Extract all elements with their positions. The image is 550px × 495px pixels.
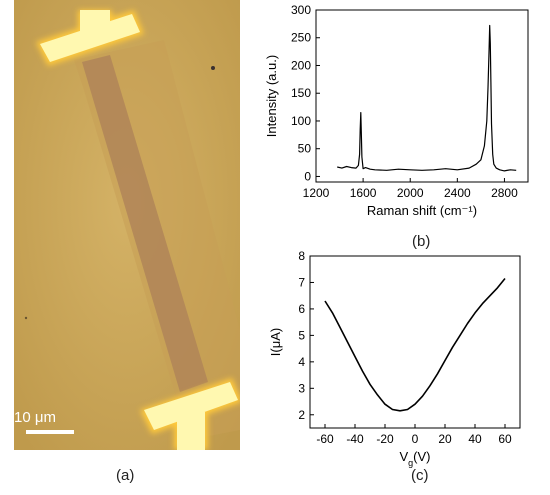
y-tick-label: 2 [298,408,305,422]
y-tick-label: 6 [298,302,305,316]
x-tick-label: 0 [412,432,419,446]
y-tick-label: 8 [298,249,305,263]
plot-frame [309,255,521,429]
scale-bar-label: 10 μm [14,409,56,426]
x-tick-label: -40 [346,432,364,446]
graphene-channel [82,55,208,392]
x-tick-label: 2800 [491,186,518,200]
micrograph-panel: 10 μm [14,0,240,450]
x-tick-label: 2000 [397,186,424,200]
x-tick-label: 40 [468,432,482,446]
y-tick-label: 3 [298,381,305,395]
x-tick-label: -60 [316,432,334,446]
y-tick-label: 300 [291,4,311,17]
panel-label-a: (a) [116,467,135,484]
y-tick-label: 50 [298,142,312,156]
y-tick-label: 200 [291,58,311,72]
x-tick-label: 20 [438,432,452,446]
y-tick-label: 4 [298,355,305,369]
y-tick-label: 250 [291,31,311,45]
x-axis-label: Vg(V) [399,449,430,468]
x-tick-label: -20 [376,432,394,446]
series-line [337,24,517,172]
raman-chart: 1200 1600 2000 2400 2800 0 50 100 150 200 250 300 In… [264,4,529,218]
y-axis-label: I(μA) [268,328,283,356]
scale-bar [26,430,74,434]
x-axis-label: Raman shift (cm⁻¹) [367,203,477,218]
top-electrode [36,10,144,66]
x-tick-label: 2400 [444,186,471,200]
y-tick-label: 0 [304,169,311,183]
x-tick-label: 1200 [303,186,330,200]
x-tick-label: 1600 [350,186,377,200]
iv-chart: -60 -40 -20 0 20 40 60 2 3 4 5 6 7 8 I(μA) Vg(V) [268,249,521,468]
panel-label-c: (c) [411,467,429,484]
y-axis-label: Intensity (a.u.) [264,55,279,137]
panel-label-b: (b) [412,233,431,250]
y-tick-label: 5 [298,328,305,342]
plot-frame [315,9,529,183]
series-line [324,277,506,412]
y-tick-label: 100 [291,114,311,128]
y-tick-label: 7 [298,275,305,289]
y-tick-label: 150 [291,86,311,100]
x-tick-label: 60 [498,432,512,446]
speck [24,316,28,320]
speck [211,66,215,70]
bottom-electrode [140,378,240,450]
